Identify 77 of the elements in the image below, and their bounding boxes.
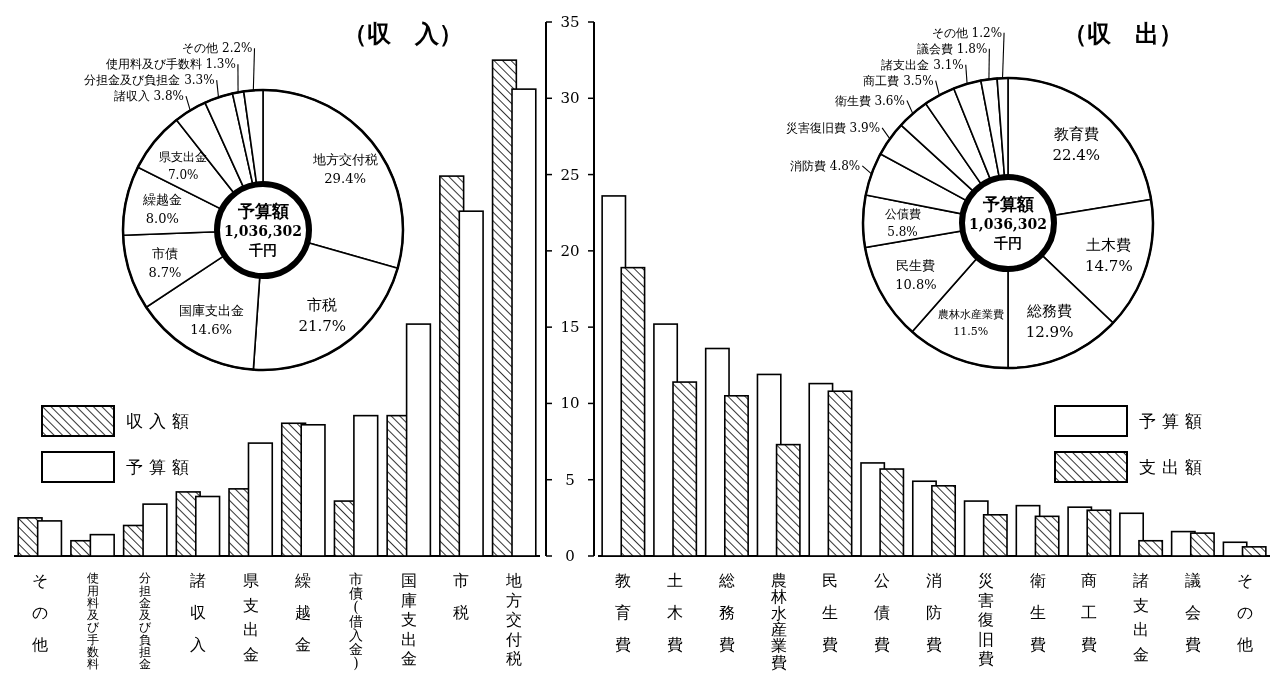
- x-tick-label: その他: [1236, 571, 1253, 654]
- annotation: 1,036,302: [969, 216, 1047, 232]
- data-label: 8.0%: [145, 211, 179, 227]
- legend-label: 予算額: [126, 457, 195, 477]
- y-tick-label: 35: [560, 13, 580, 31]
- slice-label: 災害復旧費 3.9%: [785, 120, 881, 135]
- y-tick-label: 20: [560, 241, 580, 260]
- slice-label: 繰越金: [141, 192, 182, 208]
- y-tick-label: 30: [560, 89, 580, 108]
- data-label: 7.0%: [167, 167, 199, 182]
- slice-label: 総務費: [1026, 301, 1073, 320]
- x-tick-label: その他: [31, 571, 48, 654]
- x-tick-label: 繰越金: [294, 571, 312, 654]
- x-tick-label: 地方交付税: [505, 571, 523, 669]
- slice-label: 消防費 4.8%: [789, 158, 861, 173]
- slice-label: 土木費: [1086, 236, 1132, 255]
- x-tick-label: 総務費: [717, 571, 735, 654]
- data-label: 11.5%: [953, 324, 989, 338]
- y-tick-label: 15: [560, 318, 580, 337]
- x-tick-label: 農林水産業費: [769, 571, 787, 672]
- chart-title: （収 入）: [343, 19, 463, 48]
- slice-label: 分担金及び負担金 3.3%: [84, 73, 215, 88]
- x-tick-label: 衛生費: [1029, 571, 1046, 654]
- annotation: 1,036,302: [224, 223, 302, 239]
- data-label: 22.4%: [1052, 145, 1101, 164]
- slice-label: 民生費: [896, 258, 936, 274]
- data-label: 14.7%: [1085, 257, 1133, 276]
- x-tick-label: 議会費: [1184, 571, 1201, 654]
- y-tick-label: 5: [565, 470, 575, 489]
- chart-title: （収 出）: [1063, 19, 1183, 48]
- x-tick-label: 消防費: [926, 571, 942, 654]
- x-tick-label: 民生費: [822, 571, 839, 654]
- y-tick-label: 25: [560, 165, 580, 184]
- x-tick-label: 県支出金: [242, 571, 259, 664]
- annotation: 千円: [248, 242, 277, 258]
- legend-label: 予算額: [1139, 411, 1208, 431]
- slice-label: 諸収入 3.8%: [113, 89, 184, 104]
- x-tick-label: 国庫支出金: [400, 571, 417, 669]
- slice-label: 市債: [151, 245, 178, 261]
- x-tick-label: 諸支出金: [1133, 571, 1150, 664]
- x-tick-label: 市税: [453, 571, 470, 622]
- slice-label: 市税: [307, 296, 338, 315]
- slice-label: 国庫支出金: [178, 302, 244, 318]
- data-label: 12.9%: [1025, 322, 1074, 341]
- y-tick-label: 10: [560, 394, 580, 413]
- x-tick-label: 商工費: [1081, 571, 1098, 654]
- slice-label: 議会費 1.8%: [917, 41, 988, 56]
- x-tick-label: 教育費: [615, 571, 632, 654]
- slice-label: その他 1.2%: [931, 25, 1003, 40]
- slice-label: 衛生費 3.6%: [834, 93, 905, 108]
- x-tick-label: 市債(借入金): [349, 571, 364, 671]
- x-tick-label: 諸収入: [189, 571, 206, 654]
- x-tick-label: 公債費: [874, 571, 891, 654]
- data-label: 10.8%: [895, 277, 937, 293]
- data-label: 29.4%: [324, 171, 367, 187]
- slice-label: 諸支出金 3.1%: [881, 57, 964, 72]
- slice-label: 使用料及び手数料 1.3%: [105, 57, 236, 72]
- y-tick-label: 0: [565, 547, 575, 565]
- slice-label: 教育費: [1053, 124, 1099, 143]
- x-tick-label: 災害復旧費: [977, 571, 994, 669]
- annotation: 予算額: [236, 201, 289, 221]
- slice-label: 商工費 3.5%: [863, 73, 934, 88]
- slice-label: 公債費: [884, 206, 921, 221]
- data-label: 5.8%: [887, 224, 918, 239]
- data-label: 14.6%: [190, 322, 233, 338]
- x-tick-label: 使用料及び手数料: [86, 571, 100, 671]
- legend-label: 支出額: [1139, 457, 1208, 477]
- slice-label: 地方交付税: [311, 151, 378, 167]
- annotation: 千円: [993, 235, 1022, 251]
- x-tick-label: 分担金及び負担金: [139, 571, 153, 671]
- data-label: 8.7%: [148, 264, 182, 280]
- x-tick-label: 土木費: [667, 571, 684, 654]
- annotation: 予算額: [981, 194, 1034, 214]
- data-label: 21.7%: [298, 317, 347, 336]
- legend-label: 収入額: [126, 411, 195, 431]
- slice-label: その他 2.2%: [182, 41, 253, 56]
- slice-label: 農林水産業費: [937, 307, 1004, 321]
